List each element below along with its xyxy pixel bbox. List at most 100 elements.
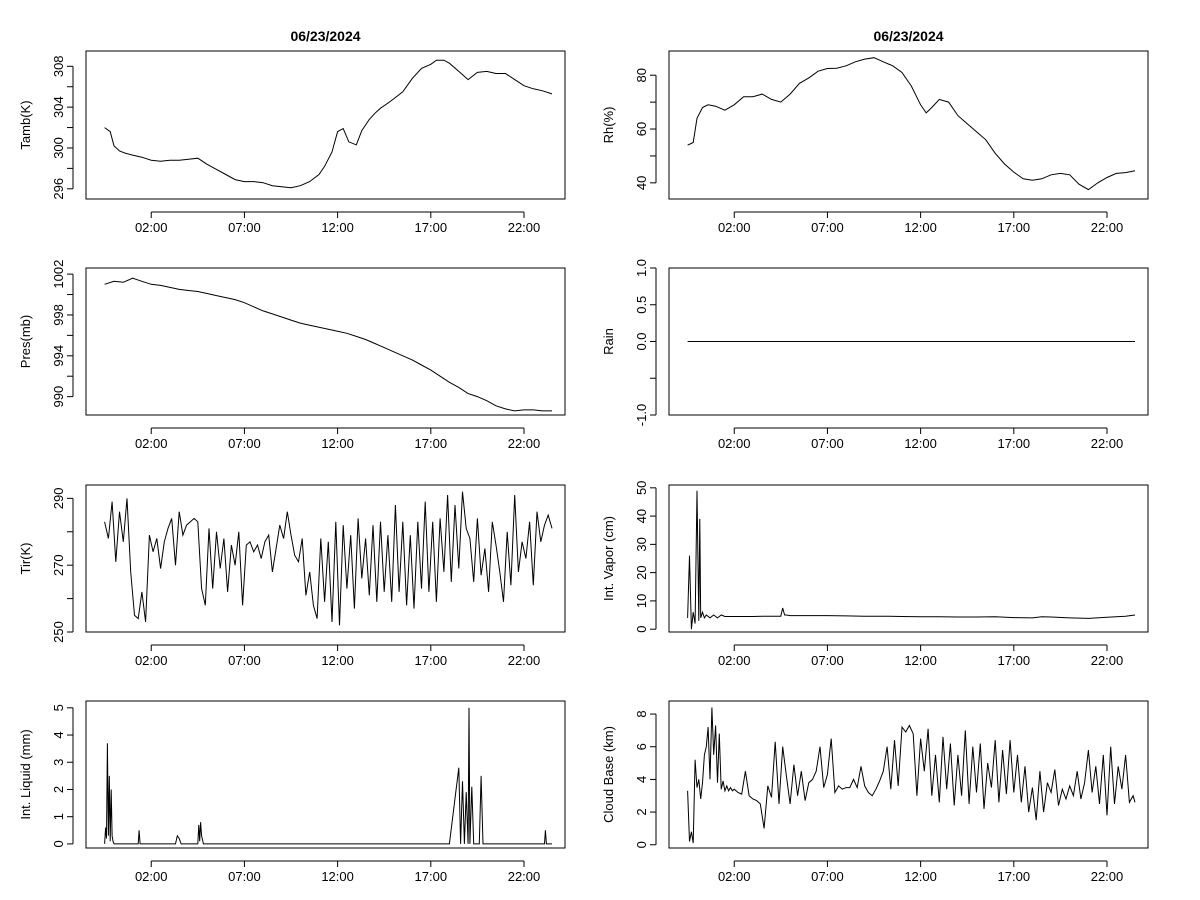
chart-1-title: 06/23/2024: [290, 28, 360, 44]
chart-2-title: 06/23/2024: [873, 28, 943, 44]
chart-2-x-tick-label: 02:00: [718, 220, 751, 235]
chart-4-x-tick-label: 07:00: [811, 436, 844, 451]
chart-6-x-tick-label: 22:00: [1091, 653, 1124, 668]
chart-6-x-tick-label: 07:00: [811, 653, 844, 668]
chart-8-y-tick-label: 8: [634, 710, 649, 717]
chart-6-x-tick-label: 02:00: [718, 653, 751, 668]
chart-8-x-tick-label: 17:00: [998, 869, 1031, 884]
chart-2-y-tick-label: 80: [634, 68, 649, 82]
chart-3-x-tick-label: 02:00: [135, 436, 168, 451]
chart-6-frame: [668, 484, 1149, 633]
chart-1-y-tick-label: 300: [51, 137, 66, 159]
chart-6-y-tick-label: 10: [634, 594, 649, 608]
chart-7-frame: [85, 700, 566, 849]
chart-1-y-tick-label: 304: [51, 96, 66, 118]
chart-4-x-tick-label: 22:00: [1091, 436, 1124, 451]
chart-2-x-tick-label: 12:00: [904, 220, 937, 235]
chart-5-x-tick-label: 17:00: [415, 653, 448, 668]
chart-7-ylabel: Int. Liquid (mm): [18, 729, 33, 819]
chart-8-x-tick-label: 02:00: [718, 869, 751, 884]
chart-7-y-tick-label: 2: [51, 786, 66, 793]
chart-3-ylabel: Pres(mb): [18, 315, 33, 368]
chart-2-x-tick-label: 07:00: [811, 220, 844, 235]
chart-3-x-tick-label: 17:00: [415, 436, 448, 451]
chart-2-x-tick-label: 22:00: [1091, 220, 1124, 235]
chart-1-series-line: [104, 59, 553, 189]
chart-7-series-line: [104, 707, 552, 845]
chart-6-y-tick-label: 40: [634, 509, 649, 523]
chart-5-series-line: [104, 491, 553, 626]
chart-6-y-tick-label: 20: [634, 565, 649, 579]
chart-8-y-tick-label: 2: [634, 808, 649, 815]
chart-8-x-tick-label: 12:00: [904, 869, 937, 884]
chart-6-x-tick-label: 17:00: [998, 653, 1031, 668]
chart-5-x-tick-label: 22:00: [508, 653, 541, 668]
chart-4-y-tick-label: 0.0: [634, 332, 649, 350]
chart-3-frame: [85, 267, 566, 416]
chart-4-y-tick-label: 0.5: [634, 296, 649, 314]
chart-5-frame: [85, 484, 566, 633]
chart-3-series-line: [104, 277, 552, 412]
chart-1-x-tick-label: 07:00: [228, 220, 261, 235]
chart-1-x-tick-label: 22:00: [508, 220, 541, 235]
chart-2-x-tick-label: 17:00: [998, 220, 1031, 235]
chart-2-y-tick-label: 40: [634, 176, 649, 190]
chart-3-y-tick-label: 998: [51, 304, 66, 326]
chart-5-y-tick-label: 250: [51, 621, 66, 643]
chart-4-x-tick-label: 02:00: [718, 436, 751, 451]
chart-5-x-tick-label: 12:00: [321, 653, 354, 668]
chart-3-y-tick-label: 990: [51, 386, 66, 408]
chart-7-y-tick-label: 0: [51, 840, 66, 847]
chart-8-y-tick-label: 4: [634, 776, 649, 783]
chart-4-ylabel: Rain: [601, 328, 616, 355]
chart-4-x-tick-label: 12:00: [904, 436, 937, 451]
chart-1-y-tick-label: 308: [51, 55, 66, 77]
chart-8-x-tick-label: 07:00: [811, 869, 844, 884]
chart-7-y-tick-label: 5: [51, 704, 66, 711]
chart-7-x-tick-label: 17:00: [415, 869, 448, 884]
chart-4-y-tick-label: -1.0: [634, 404, 649, 426]
chart-5-y-tick-label: 270: [51, 554, 66, 576]
chart-8-y-tick-label: 0: [634, 841, 649, 848]
chart-2-frame: [668, 50, 1149, 200]
chart-7-x-tick-label: 22:00: [508, 869, 541, 884]
chart-4-x-tick-label: 17:00: [998, 436, 1031, 451]
chart-7-y-tick-label: 1: [51, 813, 66, 820]
chart-5-x-tick-label: 02:00: [135, 653, 168, 668]
chart-2-series-line: [687, 57, 1136, 191]
chart-6-series-line: [687, 490, 1136, 630]
chart-3-x-tick-label: 12:00: [321, 436, 354, 451]
chart-8-series-line: [687, 707, 1136, 844]
chart-1-x-tick-label: 12:00: [321, 220, 354, 235]
chart-8-ylabel: Cloud Base (km): [601, 726, 616, 823]
chart-6-x-tick-label: 12:00: [904, 653, 937, 668]
chart-6-ylabel: Int. Vapor (cm): [601, 516, 616, 601]
chart-3-x-tick-label: 22:00: [508, 436, 541, 451]
chart-1-ylabel: Tamb(K): [18, 100, 33, 149]
chart-8-x-tick-label: 22:00: [1091, 869, 1124, 884]
chart-2-ylabel: Rh(%): [601, 107, 616, 144]
chart-4-frame: [668, 267, 1149, 416]
chart-7-y-tick-label: 3: [51, 759, 66, 766]
chart-7-x-tick-label: 07:00: [228, 869, 261, 884]
chart-2-y-tick-label: 60: [634, 122, 649, 136]
chart-7-x-tick-label: 02:00: [135, 869, 168, 884]
chart-8-y-tick-label: 6: [634, 743, 649, 750]
chart-6-y-tick-label: 0: [634, 626, 649, 633]
chart-5-ylabel: Tir(K): [18, 542, 33, 574]
chart-1-y-tick-label: 296: [51, 178, 66, 200]
chart-5-x-tick-label: 07:00: [228, 653, 261, 668]
chart-3-x-tick-label: 07:00: [228, 436, 261, 451]
chart-6-y-tick-label: 50: [634, 481, 649, 495]
chart-5-y-tick-label: 290: [51, 488, 66, 510]
chart-8-frame: [668, 700, 1149, 849]
chart-3-y-tick-label: 994: [51, 345, 66, 367]
chart-6-y-tick-label: 30: [634, 537, 649, 551]
chart-1-x-tick-label: 02:00: [135, 220, 168, 235]
chart-7-x-tick-label: 12:00: [321, 869, 354, 884]
chart-1-x-tick-label: 17:00: [415, 220, 448, 235]
chart-1-frame: [85, 50, 566, 200]
chart-7-y-tick-label: 4: [51, 731, 66, 738]
